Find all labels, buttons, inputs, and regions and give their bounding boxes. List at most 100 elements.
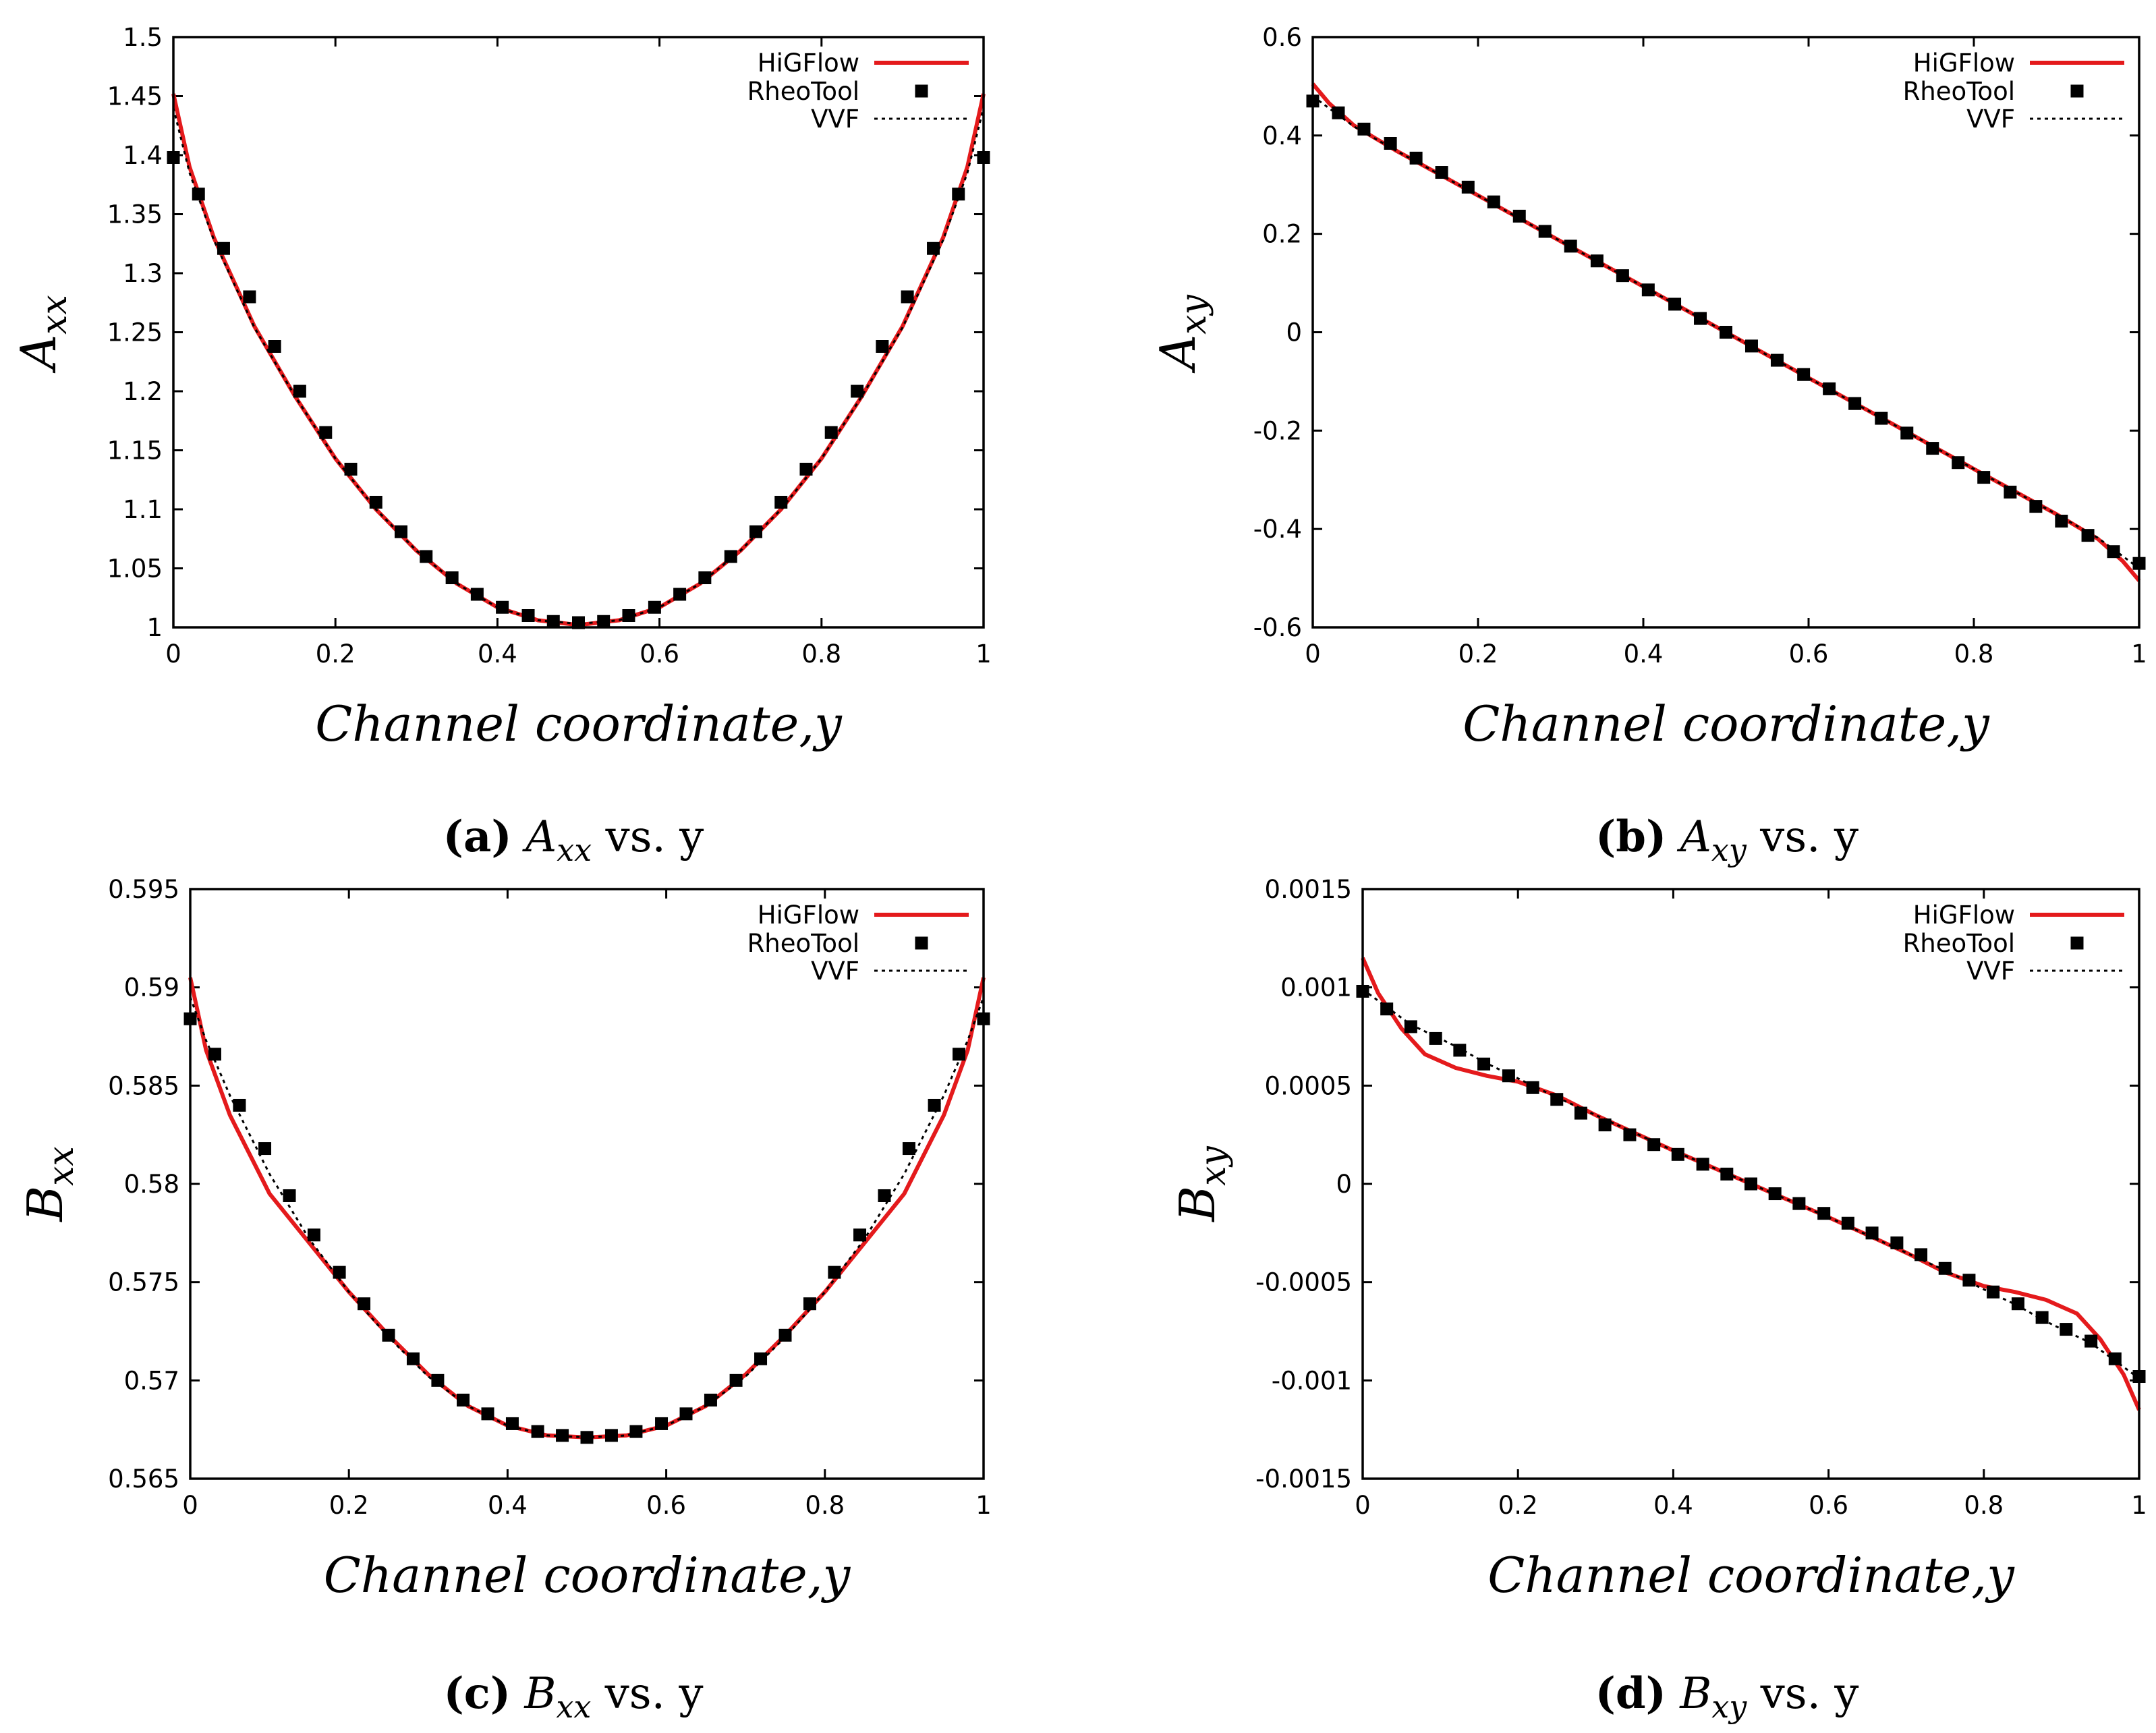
point-rheotool <box>1435 166 1448 179</box>
x-tick-label: 0.2 <box>316 640 356 669</box>
point-rheotool <box>333 1266 346 1279</box>
y-tick-label: 0.585 <box>108 1071 179 1100</box>
y-tick-label: 0.2 <box>1262 220 1302 249</box>
point-rheotool <box>192 188 205 201</box>
y-tick-label: 0.0015 <box>1265 875 1352 904</box>
point-rheotool <box>1429 1031 1442 1045</box>
point-rheotool <box>2060 1323 2073 1336</box>
caption-letter: (d) <box>1595 1668 1666 1719</box>
series-line-vvf <box>172 107 985 625</box>
point-rheotool <box>1938 1261 1952 1275</box>
caption-symbol: B <box>1679 1669 1711 1719</box>
point-rheotool <box>1647 1138 1661 1152</box>
y-tick-label: 1.45 <box>107 82 163 111</box>
x-tick-label: 0.8 <box>801 640 841 669</box>
point-rheotool <box>1380 1002 1394 1016</box>
point-rheotool <box>724 550 737 563</box>
plot-frame <box>172 36 985 629</box>
x-tick-label: 0 <box>1355 1491 1371 1520</box>
caption-suffix: vs. y <box>1747 812 1859 862</box>
point-rheotool <box>2011 1297 2024 1311</box>
point-rheotool <box>1641 283 1655 297</box>
point-rheotool <box>243 290 256 304</box>
y-axis-title: Bxy <box>1169 1146 1234 1223</box>
y-tick-label: 1.5 <box>123 23 163 52</box>
y-tick-label: 1.25 <box>107 318 163 347</box>
y-tick-label: 1.1 <box>123 495 163 524</box>
legend-label-rheotool: RheoTool <box>1903 929 2015 958</box>
x-tick-label: 1 <box>2131 640 2147 669</box>
point-rheotool <box>358 1297 371 1311</box>
point-rheotool <box>307 1228 320 1242</box>
point-rheotool <box>928 1098 941 1112</box>
x-axis-title: Channel coordinate,y <box>315 695 843 752</box>
panel-c: 0 0.2 0.4 0.6 0.8 1 0.565 0.57 0.575 0.58 0.585 0.5… <box>17 875 992 1725</box>
point-rheotool <box>1987 1285 2000 1299</box>
legend-swatch-rheotool <box>915 936 928 950</box>
point-rheotool <box>1848 397 1862 410</box>
point-rheotool <box>1952 456 1965 470</box>
point-rheotool <box>1744 1177 1757 1191</box>
x-tick-label: 0.4 <box>1624 640 1664 669</box>
point-rheotool <box>1914 1248 1928 1261</box>
point-rheotool <box>1453 1044 1467 1057</box>
point-rheotool <box>1616 269 1629 283</box>
y-axis-title-sub: xx <box>34 295 75 335</box>
caption-subscript: xx <box>556 1688 591 1725</box>
legend-label-rheotool: RheoTool <box>747 929 859 958</box>
point-rheotool <box>481 1407 494 1421</box>
point-rheotool <box>470 588 484 601</box>
y-axis-title-main: B <box>1169 1186 1226 1223</box>
x-tick-label: 0 <box>182 1491 198 1520</box>
point-rheotool <box>803 1297 816 1311</box>
point-rheotool <box>344 463 358 476</box>
y-tick-label: 0.001 <box>1280 973 1352 1002</box>
y-tick-label: 1.05 <box>107 555 163 584</box>
y-tick-label: 1 <box>146 613 163 642</box>
point-rheotool <box>853 1228 867 1242</box>
point-rheotool <box>1526 1081 1539 1094</box>
point-rheotool <box>828 1266 841 1279</box>
panel-caption: (d) Bxy vs. y <box>1595 1668 1859 1725</box>
caption-suffix: vs. y <box>1747 1669 1859 1719</box>
point-rheotool <box>1668 297 1682 311</box>
point-rheotool <box>679 1407 693 1421</box>
x-tick-label: 0 <box>165 640 181 669</box>
caption-suffix: vs. y <box>591 1669 703 1719</box>
y-tick-label: 1.3 <box>123 259 163 288</box>
point-rheotool <box>1623 1128 1637 1141</box>
x-tick-label: 0.2 <box>1498 1491 1538 1520</box>
point-rheotool <box>208 1048 221 1061</box>
legend-swatch-rheotool <box>2070 936 2084 950</box>
point-rheotool <box>1409 151 1423 165</box>
y-tick-label: 0.57 <box>124 1366 179 1395</box>
panel-caption: (c) Bxx vs. y <box>444 1668 704 1725</box>
point-rheotool <box>1875 411 1888 425</box>
point-rheotool <box>1477 1057 1491 1071</box>
x-tick-label: 0.8 <box>1954 640 1994 669</box>
caption-symbol: A <box>1677 812 1711 862</box>
point-rheotool <box>572 616 585 629</box>
y-tick-label: -0.001 <box>1272 1366 1352 1395</box>
y-tick-label: 0.6 <box>1262 23 1302 52</box>
point-rheotool <box>420 550 433 563</box>
caption-letter: (b) <box>1595 812 1666 862</box>
point-rheotool <box>952 188 965 201</box>
point-rheotool <box>1797 368 1811 381</box>
legend-label-higflow: HiGFlow <box>758 49 859 78</box>
point-rheotool <box>1487 195 1500 208</box>
y-tick-label: 0.59 <box>124 973 179 1002</box>
point-rheotool <box>556 1429 569 1442</box>
x-tick-label: 0.8 <box>805 1491 845 1520</box>
x-tick-label: 0.4 <box>478 640 517 669</box>
point-rheotool <box>1357 122 1371 136</box>
series-line-higflow <box>171 93 986 627</box>
x-tick-label: 0.2 <box>329 1491 369 1520</box>
y-tick-label: 0 <box>1286 318 1302 347</box>
y-tick-label: 0.0005 <box>1265 1071 1352 1100</box>
point-rheotool <box>1890 1236 1904 1249</box>
point-rheotool <box>704 1393 717 1407</box>
y-tick-label: -0.0005 <box>1255 1268 1352 1297</box>
point-rheotool <box>531 1425 544 1438</box>
point-rheotool <box>293 385 306 398</box>
